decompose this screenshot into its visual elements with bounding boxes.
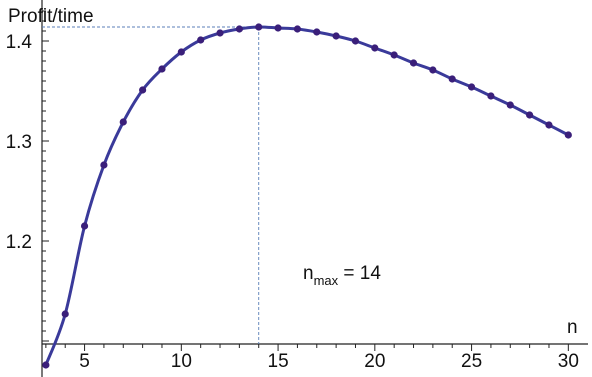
data-point (371, 44, 379, 52)
data-point (274, 24, 282, 32)
x-tick-label: 5 (79, 351, 90, 372)
data-point (467, 83, 476, 91)
data-point (216, 29, 224, 37)
data-point (545, 121, 553, 129)
data-point (487, 92, 495, 100)
data-point (390, 51, 398, 59)
data-point (80, 222, 89, 230)
data-point (197, 36, 205, 44)
data-point (42, 361, 50, 369)
data-point (409, 59, 418, 67)
n-max-annotation-main: n (303, 263, 314, 284)
y-tick-label: 1.2 (6, 232, 32, 253)
data-point (313, 28, 321, 36)
axes: 5 10 15 20 25 30 1.2 1.3 1.4 (6, 0, 588, 377)
data-point (100, 161, 108, 169)
guide-lines (42, 26, 260, 344)
data-point (235, 25, 243, 33)
x-tick-label: 10 (171, 351, 192, 372)
data-point (158, 65, 166, 73)
data-point (293, 25, 302, 33)
data-point (332, 32, 340, 40)
n-max-annotation-sub: max (314, 273, 339, 288)
data-point (526, 111, 534, 119)
data-point (351, 37, 360, 45)
data-point (564, 131, 572, 139)
data-point (61, 310, 69, 318)
data-point (255, 23, 263, 31)
series-line (44, 25, 570, 366)
x-axis-title: n (567, 317, 578, 338)
y-axis-title: Profit/time (8, 6, 94, 27)
data-point (177, 48, 185, 56)
data-point (448, 75, 456, 83)
data-point (139, 86, 147, 94)
n-max-annotation-rest: = 14 (338, 263, 381, 284)
series-layer (42, 23, 572, 369)
data-point (429, 66, 437, 74)
x-tick-label: 20 (364, 351, 385, 372)
x-tick-label: 25 (461, 351, 482, 372)
n-max-annotation: nmax = 14 (303, 263, 381, 288)
data-point (119, 118, 127, 126)
x-tick-label: 30 (558, 351, 579, 372)
y-tick-label: 1.4 (6, 32, 33, 53)
data-point (506, 101, 514, 109)
y-tick-label: 1.3 (6, 132, 32, 153)
x-tick-label: 15 (268, 351, 289, 372)
